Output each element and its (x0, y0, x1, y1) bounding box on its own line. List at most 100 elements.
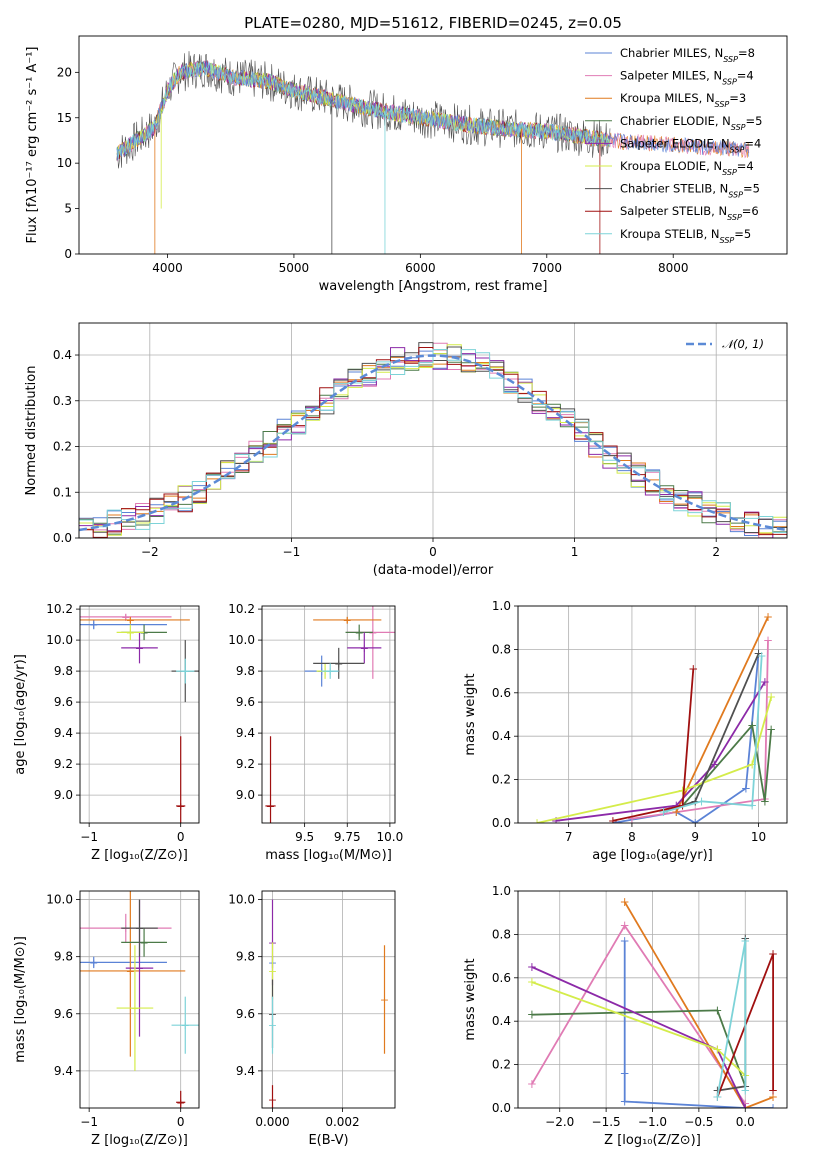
x-tick-label: 0 (177, 1115, 185, 1129)
legend-label-salpeter_elodie: Salpeter ELODIE, NSSP=4 (620, 136, 761, 154)
marker-kroupa_miles: + (768, 1090, 778, 1104)
y-tick-label: 9.4 (54, 1064, 73, 1078)
marker-chabrier_elodie: + (527, 1008, 537, 1022)
point-chabrier_miles: + (89, 956, 98, 969)
marker-chabrier_miles: + (620, 934, 630, 948)
point-salpeter_stelib: + (268, 1093, 277, 1106)
series-salpeter_stelib (612, 668, 695, 822)
axes-frame (517, 890, 788, 1109)
y-tick-label: 9.2 (54, 757, 73, 771)
marker-kroupa_stelib: + (659, 805, 669, 819)
series-chabrier_miles (612, 653, 760, 823)
marker-chabrier_elodie: + (766, 723, 776, 737)
y-tick-label: 9.8 (236, 664, 255, 678)
histogram-salpeter_stelib (79, 347, 787, 538)
x-tick-label: −1.0 (638, 1115, 667, 1129)
marker-kroupa_stelib: + (740, 1084, 750, 1098)
y-tick-label: 0.2 (492, 1058, 511, 1072)
marker-chabrier_elodie: + (712, 1003, 722, 1017)
point-chabrier_miles: + (89, 619, 98, 632)
x-tick-label: 0 (177, 830, 185, 844)
x-tick-label: −2.0 (545, 1115, 574, 1129)
y-tick-label: 0.0 (492, 1101, 511, 1115)
x-tick-label: 5000 (279, 261, 310, 275)
marker-chabrier_stelib: + (712, 1084, 722, 1098)
y-tick-label: 0 (64, 247, 72, 261)
marker-salpeter_miles: + (620, 919, 630, 933)
histograms (79, 342, 787, 538)
y-axis-label: Flux [fλ10⁻¹⁷ erg cm⁻² s⁻¹ A⁻¹] (25, 47, 40, 244)
y-tick-label: 9.4 (236, 726, 255, 740)
marker-salpeter_miles: + (527, 1077, 537, 1091)
x-tick-label: 8 (628, 830, 636, 844)
marker-kroupa_miles: + (620, 895, 630, 909)
y-tick-label: 10.0 (46, 893, 73, 907)
panel-weight_vs_Z: −2.0 −1.5 −1.0 −0.5 0.0 0.0 0.2 0.4 0.6 0.8 1.0 Z [… (463, 884, 788, 1148)
marker-chabrier_miles: + (768, 1101, 778, 1115)
x-tick-label: −1 (80, 1115, 98, 1129)
x-axis-label: (data-model)/error (373, 563, 494, 578)
x-tick-label: −1.5 (592, 1115, 621, 1129)
point-salpeter_stelib: + (176, 800, 185, 813)
series-chabrier_miles (623, 940, 774, 1108)
y-tick-label: 0.2 (53, 440, 72, 454)
point-chabrier_stelib: + (334, 657, 343, 670)
errorbars: +++++++++ (80, 611, 199, 823)
y-tick-label: 0.0 (53, 531, 72, 545)
marker-kroupa_stelib: + (757, 649, 767, 663)
x-tick-label: −2 (141, 545, 159, 559)
marker-kroupa_stelib: + (697, 794, 707, 808)
axes-frame (78, 35, 788, 255)
x-axis-label: age [log₁₀(age/yr)] (592, 848, 713, 863)
marker-chabrier_miles: + (741, 781, 751, 795)
normal-curve (79, 354, 787, 532)
marker-salpeter_elodie: + (740, 1101, 750, 1115)
point-kroupa_miles: + (343, 614, 352, 627)
y-tick-label: 9.4 (54, 726, 73, 740)
x-axis-label: Z [log₁₀(Z/Z⊙)] (91, 848, 188, 863)
marker-salpeter_stelib: + (768, 1084, 778, 1098)
marker-salpeter_stelib: + (768, 947, 778, 961)
weight-lines: ++++++++++++++++++++++++++++++ ++ (532, 610, 776, 830)
x-tick-label: −1 (80, 830, 98, 844)
spectrum-lines (116, 51, 750, 254)
panel-weight_vs_age: 7 8 9 10 0.0 0.2 0.4 0.6 0.8 1.0 age [log₁₀(age/yr… (463, 599, 788, 863)
panel-mass_vs_Z: −1 0 9.4 9.6 9.8 10.0 Z [log₁₀(Z/Z⊙)] mass [log… (13, 890, 200, 1148)
point-kroupa_stelib: + (326, 665, 335, 678)
point-kroupa_stelib: + (268, 1019, 277, 1032)
legend-label-chabrier_elodie: Chabrier ELODIE, NSSP=5 (620, 114, 762, 132)
x-tick-label: 8000 (658, 261, 689, 275)
y-tick-label: 0.0 (492, 816, 511, 830)
point-chabrier_elodie: + (355, 626, 364, 639)
marker-chabrier_miles: + (620, 1094, 630, 1108)
series-salpeter_stelib (716, 953, 774, 1098)
y-tick-label: 0.1 (53, 485, 72, 499)
panel-age_vs_mass: 9.5 9.75 10.0 9.0 9.2 9.4 9.6 9.8 10.0 10.2 mass [… (228, 602, 403, 863)
axes-frame (517, 605, 788, 824)
point-kroupa_elodie: + (130, 1002, 139, 1015)
y-tick-label: 10.2 (228, 602, 255, 616)
marker-kroupa_stelib: + (747, 799, 757, 813)
point-kroupa_elodie: + (126, 626, 135, 639)
y-tick-label: 10.2 (46, 602, 73, 616)
x-tick-label: 9.75 (334, 830, 361, 844)
point-salpeter_stelib: + (176, 1096, 185, 1109)
y-tick-label: 15 (57, 111, 72, 125)
y-tick-label: 5 (64, 202, 72, 216)
y-axis-label: age [log₁₀(age/yr)] (13, 654, 28, 775)
point-chabrier_stelib: + (135, 922, 144, 935)
y-tick-label: 9.6 (236, 1007, 255, 1021)
marker-chabrier_miles: + (608, 816, 618, 830)
series-salpeter_elodie (555, 681, 766, 822)
errorbars: +++++++ (268, 899, 389, 1108)
y-tick-label: 9.8 (54, 950, 73, 964)
marker-kroupa_elodie: + (678, 783, 688, 797)
legend-label-kroupa_stelib: Kroupa STELIB, NSSP=5 (620, 227, 751, 245)
y-tick-label: 0.6 (492, 971, 511, 985)
x-tick-label: 7 (565, 830, 573, 844)
point-chabrier_elodie: + (139, 936, 148, 949)
y-tick-label: 0.6 (492, 686, 511, 700)
point-salpeter_elodie: + (360, 642, 369, 655)
y-tick-label: 10.0 (228, 893, 255, 907)
